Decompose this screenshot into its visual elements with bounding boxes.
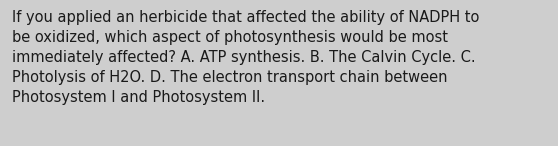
Text: If you applied an herbicide that affected the ability of NADPH to
be oxidized, w: If you applied an herbicide that affecte… — [12, 10, 480, 105]
